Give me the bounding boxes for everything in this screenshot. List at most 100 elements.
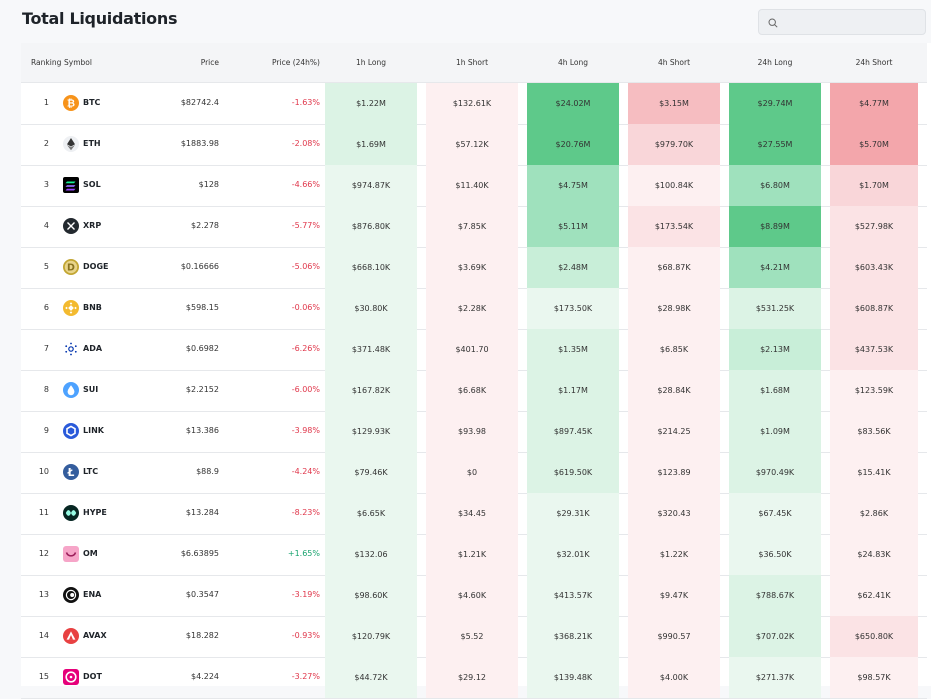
liquidations-table: Ranking Symbol Price Price (24h%) 1h Lon… [21,43,931,699]
header-1h-long[interactable]: 1h Long [355,58,387,67]
table-row[interactable]: 9 LINK $13.386 -3.98% $129.93K $93.98 $897.45K… [21,411,927,453]
h4-long-cell: $20.76M [527,124,619,165]
h24-long-cell: $531.25K [729,288,821,329]
symbol-cell[interactable]: ADA [83,344,103,353]
symbol-cell[interactable]: DOGE [83,262,109,271]
svg-text:Ł: Ł [67,467,75,479]
table-row[interactable]: 8 SUI $2.2152 -6.00% $167.82K $6.68K $1.17M $28… [21,370,927,412]
symbol-cell[interactable]: XRP [83,221,102,230]
symbol-cell[interactable]: ENA [83,590,102,599]
price-change-cell: -2.08% [291,139,320,148]
link-icon [63,423,79,439]
price-change-cell: +1.65% [287,549,320,558]
h4-short-cell: $4.00K [628,657,720,698]
table-row[interactable]: 11 HYPE $13.284 -8.23% $6.65K $34.45 $29.31K $3… [21,493,927,535]
table-row[interactable]: 14 AVAX $18.282 -0.93% $120.79K $5.52 $368.21K… [21,616,927,658]
symbol-cell[interactable]: BTC [83,98,101,107]
h1-short-cell: $57.12K [426,124,518,165]
price-cell: $1883.98 [180,139,219,148]
h24-short-cell: $4.77M [830,83,918,124]
price-change-cell: -0.06% [291,303,320,312]
symbol-cell[interactable]: LINK [83,426,104,435]
table-header: Ranking Symbol Price Price (24h%) 1h Lon… [21,43,927,83]
h1-short-cell: $1.21K [426,534,518,575]
symbol-cell[interactable]: OM [83,549,98,558]
h24-short-cell: $15.41K [830,452,918,493]
h4-short-cell: $1.22K [628,534,720,575]
h1-long-cell: $30.80K [325,288,417,329]
h1-long-cell: $371.48K [325,329,417,370]
symbol-cell[interactable]: HYPE [83,508,107,517]
table-row[interactable]: 15 DOT $4.224 -3.27% $44.72K $29.12 $139.48K $4… [21,657,927,699]
price-cell: $18.282 [185,631,219,640]
price-change-cell: -5.06% [291,262,320,271]
header-price[interactable]: Price [200,58,219,67]
rank-cell: 10 [38,467,49,476]
table-row[interactable]: 5 D DOGE $0.16666 -5.06% $668.10K $3.69K $2.48M… [21,247,927,289]
h24-short-cell: $24.83K [830,534,918,575]
price-cell: $6.63895 [180,549,219,558]
h24-short-cell: $98.57K [830,657,918,698]
symbol-cell[interactable]: AVAX [83,631,107,640]
h1-short-cell: $11.40K [426,165,518,206]
symbol-cell[interactable]: SOL [83,180,101,189]
h24-long-cell: $36.50K [729,534,821,575]
table-row[interactable]: 6 BNB $598.15 -0.06% $30.80K $2.28K $173.50K $2… [21,288,927,330]
rank-cell: 13 [38,590,49,599]
symbol-cell[interactable]: LTC [83,467,99,476]
header-4h-short[interactable]: 4h Short [657,58,691,67]
h1-short-cell: $5.52 [426,616,518,657]
price-cell: $2.278 [191,221,219,230]
h4-short-cell: $100.84K [628,165,720,206]
header-24h-short[interactable]: 24h Short [855,58,893,67]
rank-cell: 6 [43,303,49,312]
header-symbol[interactable]: Symbol [64,58,92,67]
header-1h-short[interactable]: 1h Short [455,58,489,67]
ltc-icon: Ł [63,464,79,480]
price-cell: $0.3547 [185,590,219,599]
h24-short-cell: $650.80K [830,616,918,657]
h24-long-cell: $271.37K [729,657,821,698]
h1-long-cell: $6.65K [325,493,417,534]
price-change-cell: -5.77% [291,221,320,230]
table-row[interactable]: 2 ETH $1883.98 -2.08% $1.69M $57.12K $20.76M $9… [21,124,927,166]
table-row[interactable]: 7 ADA $0.6982 -6.26% $371.48K $401.70 $1.35M $6… [21,329,927,371]
search-input[interactable] [783,13,923,33]
price-cell: $82742.4 [180,98,219,107]
table-row[interactable]: 13 ENA $0.3547 -3.19% $98.60K $4.60K $413.57K $… [21,575,927,617]
h24-long-cell: $6.80M [729,165,821,206]
h24-short-cell: $5.70M [830,124,918,165]
price-cell: $128 [198,180,219,189]
h24-long-cell: $4.21M [729,247,821,288]
header-price-change[interactable]: Price (24h%) [272,58,320,67]
price-change-cell: -4.66% [291,180,320,189]
price-change-cell: -6.00% [291,385,320,394]
header-ranking[interactable]: Ranking [31,58,62,67]
h4-long-cell: $139.48K [527,657,619,698]
table-row[interactable]: 4 XRP $2.278 -5.77% $876.80K $7.85K $5.11M $173… [21,206,927,248]
h24-long-cell: $29.74M [729,83,821,124]
h4-long-cell: $368.21K [527,616,619,657]
h4-long-cell: $1.17M [527,370,619,411]
symbol-cell[interactable]: SUI [83,385,99,394]
h4-long-cell: $4.75M [527,165,619,206]
h24-short-cell: $83.56K [830,411,918,452]
h4-short-cell: $173.54K [628,206,720,247]
h1-long-cell: $876.80K [325,206,417,247]
symbol-cell[interactable]: BNB [83,303,102,312]
table-row[interactable]: 1 ₿ BTC $82742.4 -1.63% $1.22M $132.61K $24.02M… [21,83,927,125]
sol-icon [63,177,79,193]
header-24h-long[interactable]: 24h Long [757,58,793,67]
search-box[interactable] [758,9,926,35]
symbol-cell[interactable]: DOT [83,672,102,681]
price-change-cell: -3.27% [291,672,320,681]
table-row[interactable]: 12 OM $6.63895 +1.65% $132.06 $1.21K $32.01K $1… [21,534,927,576]
price-cell: $2.2152 [185,385,219,394]
h4-long-cell: $413.57K [527,575,619,616]
symbol-cell[interactable]: ETH [83,139,101,148]
table-row[interactable]: 10 Ł LTC $88.9 -4.24% $79.46K $0 $619.50K $123.8… [21,452,927,494]
header-4h-long[interactable]: 4h Long [557,58,589,67]
rank-cell: 5 [43,262,49,271]
h4-long-cell: $1.35M [527,329,619,370]
table-row[interactable]: 3 SOL $128 -4.66% $974.87K $11.40K $4.75M $100.… [21,165,927,207]
